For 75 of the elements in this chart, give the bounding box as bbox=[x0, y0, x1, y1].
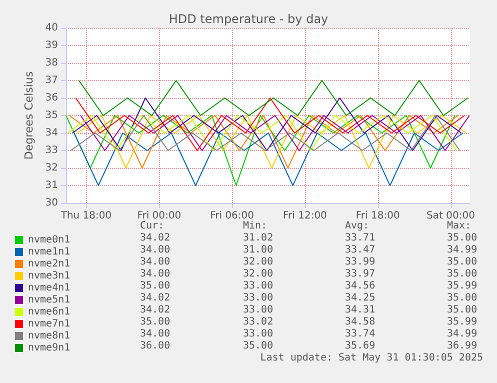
legend-label: nvme9n1 bbox=[28, 342, 70, 354]
text: 35.00 bbox=[447, 292, 478, 304]
text: 35.00 bbox=[243, 340, 274, 352]
text: 33.71 bbox=[345, 232, 376, 244]
legend-label: nvme2n1 bbox=[28, 258, 70, 270]
x-tick-label: Thu 18:00 bbox=[60, 210, 112, 222]
text: 35.00 bbox=[140, 280, 170, 292]
y-tick-label: 30 bbox=[45, 198, 58, 208]
text: 33.00 bbox=[243, 328, 274, 340]
y-tick-label: 37 bbox=[45, 75, 58, 86]
y-tick-label: 40 bbox=[45, 22, 58, 34]
text: Min: bbox=[243, 220, 268, 232]
legend-label: nvme4n1 bbox=[28, 282, 70, 294]
legend-label: nvme8n1 bbox=[28, 330, 70, 342]
text: 33.00 bbox=[243, 280, 274, 292]
text: 35.00 bbox=[447, 268, 478, 280]
legend-label: nvme1n1 bbox=[28, 246, 70, 258]
text: 34.00 bbox=[140, 268, 170, 280]
text: 35.00 bbox=[447, 256, 478, 268]
text: 33.47 bbox=[345, 244, 376, 256]
y-tick-label: 33 bbox=[45, 145, 58, 156]
y-tick-label: 31 bbox=[45, 180, 58, 191]
text: 35.00 bbox=[447, 232, 478, 244]
x-tick-label: Sat 00:00 bbox=[426, 210, 475, 222]
text: 33.00 bbox=[243, 292, 274, 304]
text: Max: bbox=[447, 220, 472, 232]
legend-label: nvme0n1 bbox=[28, 234, 70, 246]
x-tick-label: Fri 06:00 bbox=[210, 210, 254, 222]
chart-title: HDD temperature - by day bbox=[168, 12, 328, 26]
legend-label: nvme6n1 bbox=[28, 306, 70, 318]
y-tick-label: 34 bbox=[45, 128, 58, 138]
x-tick-label: Fri 00:00 bbox=[137, 210, 182, 222]
text: 34.00 bbox=[140, 328, 170, 340]
legend-label: nvme7n1 bbox=[28, 318, 70, 330]
x-tick-label: Fri 12:00 bbox=[282, 210, 327, 222]
text: 31.00 bbox=[243, 244, 274, 256]
text: 35.69 bbox=[345, 340, 376, 352]
text: 36.99 bbox=[447, 340, 478, 352]
text: 33.74 bbox=[345, 328, 376, 340]
text: 36.00 bbox=[140, 340, 170, 352]
text: 35.99 bbox=[447, 316, 478, 328]
y-tick-label: 32 bbox=[45, 162, 58, 174]
text: 34.99 bbox=[447, 328, 478, 340]
y-tick-label: 35 bbox=[45, 110, 58, 121]
legend-label: nvme3n1 bbox=[28, 270, 70, 282]
text: 34.25 bbox=[345, 292, 376, 304]
text: 34.02 bbox=[140, 232, 170, 244]
text: 34.02 bbox=[140, 292, 170, 304]
text: 34.00 bbox=[140, 256, 170, 268]
text: 35.00 bbox=[140, 316, 170, 328]
text: 34.00 bbox=[140, 244, 170, 256]
text: 35.00 bbox=[447, 304, 478, 316]
text: 35.99 bbox=[447, 280, 478, 292]
text: Last update: Sat May 31 01:30:05 2025 bbox=[260, 352, 484, 364]
text: 33.99 bbox=[345, 256, 376, 268]
text: 32.00 bbox=[243, 268, 274, 280]
y-tick-label: 39 bbox=[45, 40, 58, 51]
line-series bbox=[66, 115, 456, 186]
text: 34.56 bbox=[345, 280, 376, 292]
text: 31.02 bbox=[243, 232, 274, 244]
y-axis-title: Degrees Celsius bbox=[22, 71, 36, 160]
y-tick-label: 38 bbox=[45, 58, 58, 68]
text: 34.31 bbox=[345, 304, 376, 316]
x-tick-label: Fri 18:00 bbox=[356, 210, 400, 222]
text: 34.02 bbox=[140, 304, 170, 316]
text: 33.00 bbox=[243, 304, 274, 316]
text: 34.99 bbox=[447, 244, 478, 256]
legend-label: nvme5n1 bbox=[28, 294, 70, 306]
text: Avg: bbox=[345, 220, 370, 232]
text: 34.58 bbox=[345, 316, 376, 328]
text: 33.02 bbox=[243, 316, 274, 328]
text: 32.00 bbox=[243, 256, 274, 268]
text: Cur: bbox=[140, 220, 164, 232]
text: 33.97 bbox=[345, 268, 376, 280]
y-tick-label: 36 bbox=[45, 92, 58, 104]
